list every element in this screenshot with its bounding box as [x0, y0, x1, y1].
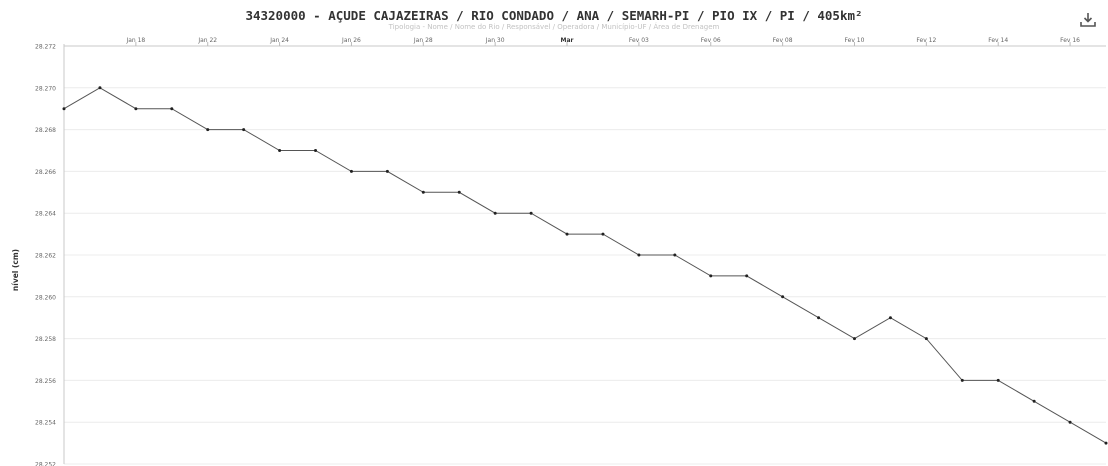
data-point	[314, 149, 317, 152]
series-group	[63, 86, 1108, 444]
data-point	[781, 295, 784, 298]
y-tick-label: 28.272	[35, 44, 56, 51]
data-point	[494, 212, 497, 215]
x-tick-label: Jan 24	[269, 37, 289, 44]
y-tick-label: 28.254	[35, 420, 56, 427]
x-tick-label: Mar	[561, 37, 574, 44]
y-axis-label: nível (cm)	[11, 249, 20, 291]
y-axis: 28.252 28.254 28.256 28.258 28.260 28.262 28.2…	[35, 44, 64, 466]
x-tick-label: Fev 16	[1060, 37, 1080, 44]
y-tick-label: 28.262	[35, 253, 56, 260]
data-point	[566, 233, 569, 236]
data-point	[1069, 421, 1072, 424]
y-tick-label: 28.270	[35, 85, 56, 92]
y-tick-label: 28.264	[35, 211, 56, 218]
data-point	[170, 107, 173, 110]
data-point	[709, 274, 712, 277]
y-tick-label: 28.258	[35, 336, 56, 343]
y-tick-label: 28.268	[35, 127, 56, 134]
data-point	[961, 379, 964, 382]
y-tick-label: 28.266	[35, 169, 56, 176]
data-point	[63, 107, 66, 110]
y-tick-label: 28.256	[35, 378, 56, 385]
data-point	[350, 170, 353, 173]
data-point	[242, 128, 245, 131]
x-tick-label: Jan 26	[341, 37, 361, 44]
data-point	[98, 86, 101, 89]
y-tick-label: 28.260	[35, 294, 56, 301]
x-tick-label: Jan 30	[485, 37, 505, 44]
data-point	[206, 128, 209, 131]
data-point	[637, 254, 640, 257]
data-point	[458, 191, 461, 194]
data-point	[997, 379, 1000, 382]
data-point	[745, 274, 748, 277]
x-tick-label: Fev 10	[845, 37, 865, 44]
x-tick-label: Fev 08	[773, 37, 793, 44]
data-point	[601, 233, 604, 236]
data-point	[889, 316, 892, 319]
y-tick-label: 28.252	[35, 462, 56, 466]
x-tick-label: Jan 28	[413, 37, 433, 44]
x-tick-label: Fev 14	[988, 37, 1008, 44]
data-point	[673, 254, 676, 257]
data-point	[1105, 442, 1108, 445]
data-point	[530, 212, 533, 215]
x-axis: Jan 18 Jan 22 Jan 24 Jan 26 Jan 28 Jan 30 Mar F…	[64, 37, 1106, 46]
data-point	[817, 316, 820, 319]
series-line	[64, 88, 1106, 443]
data-point	[853, 337, 856, 340]
x-tick-label: Fev 03	[629, 37, 649, 44]
x-tick-label: Jan 18	[125, 37, 145, 44]
data-point	[422, 191, 425, 194]
grid-lines	[64, 46, 1106, 464]
data-point	[386, 170, 389, 173]
data-point	[1033, 400, 1036, 403]
data-point	[134, 107, 137, 110]
x-tick-label: Fev 12	[916, 37, 936, 44]
x-tick-label: Jan 22	[197, 37, 217, 44]
data-point	[925, 337, 928, 340]
x-tick-label: Fev 06	[701, 37, 721, 44]
data-point	[278, 149, 281, 152]
